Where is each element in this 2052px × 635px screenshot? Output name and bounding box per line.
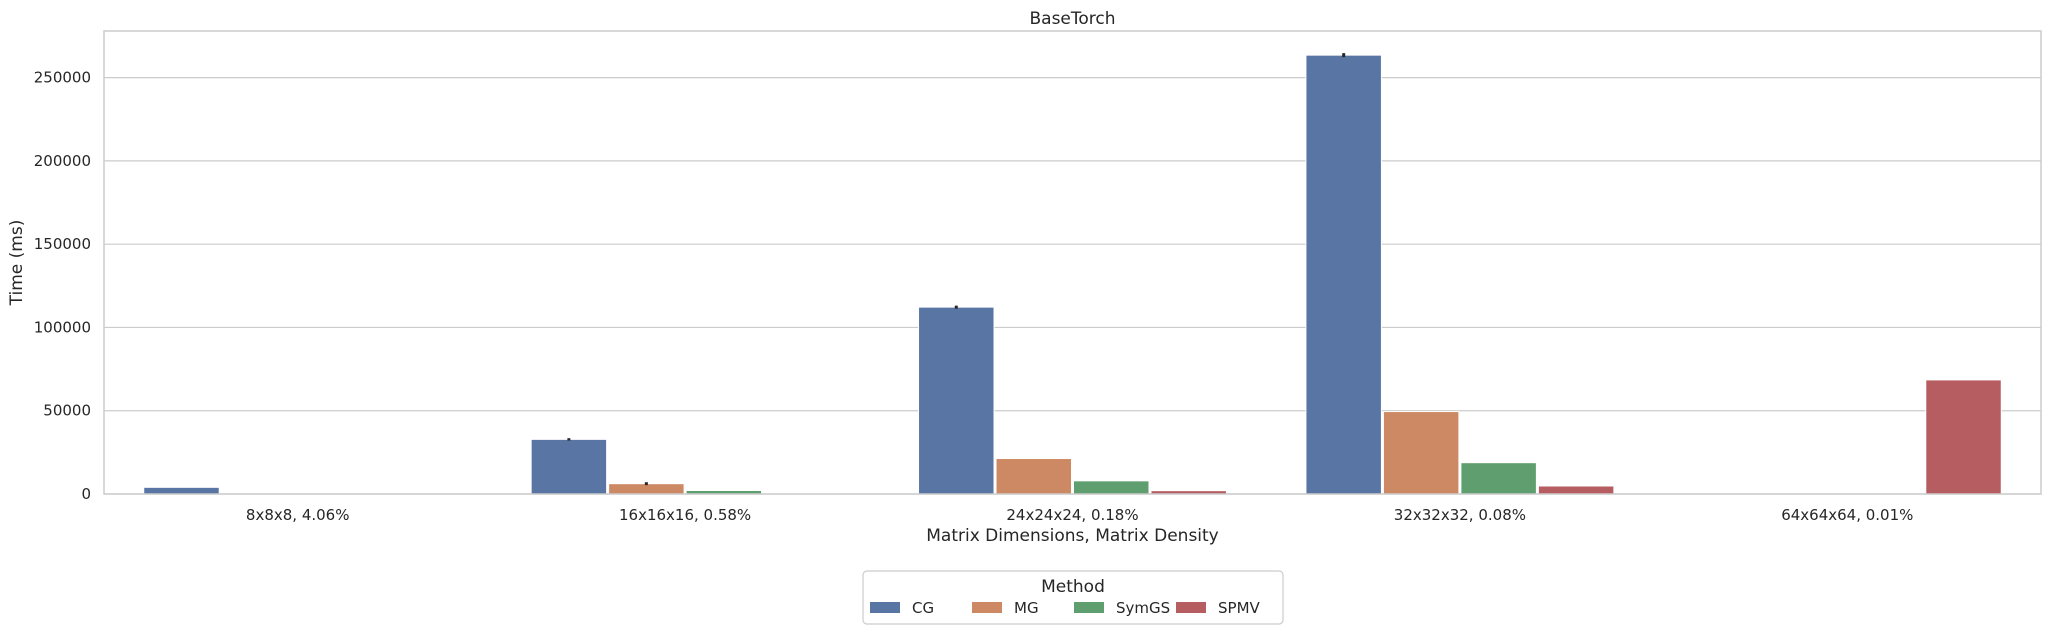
y-tick-label: 250000: [34, 69, 91, 87]
bars: [143, 54, 2002, 495]
legend-label-cg: CG: [912, 599, 934, 617]
bar-mg-1: [608, 483, 685, 495]
y-tick-labels: 0 50000 100000 150000 200000 250000: [34, 69, 91, 503]
legend: Method CG MG SymGS SPMV: [862, 570, 1284, 625]
bar-mg-2: [995, 458, 1073, 495]
legend-swatch-cg: [870, 602, 900, 613]
bar-mg-3: [1382, 411, 1460, 495]
legend-label-spmv: SPMV: [1218, 599, 1261, 617]
legend-label-mg: MG: [1014, 599, 1039, 617]
plot-frame: [103, 30, 2042, 495]
y-tick-label: 50000: [43, 402, 91, 420]
error-bars: [567, 53, 1346, 486]
legend-swatch-symgs: [1074, 602, 1104, 613]
y-tick-label: 200000: [34, 152, 91, 170]
bar-cg-2: [918, 306, 995, 495]
chart-title: BaseTorch: [1029, 9, 1115, 29]
x-tick-label: 64x64x64, 0.01%: [1781, 506, 1913, 524]
bar-cg-0: [143, 486, 220, 495]
x-axis-label: Matrix Dimensions, Matrix Density: [926, 526, 1219, 546]
y-tick-label: 150000: [34, 235, 91, 253]
x-tick-label: 8x8x8, 4.06%: [246, 506, 350, 524]
grid-lines: [104, 77, 2041, 495]
x-tick-label: 32x32x32, 0.08%: [1394, 506, 1526, 524]
x-tick-labels: 8x8x8, 4.06% 16x16x16, 0.58% 24x24x24, 0.1…: [246, 506, 1913, 524]
bar-spmv-4: [1925, 379, 2002, 495]
legend-items: CG MG SymGS SPMV: [870, 599, 1261, 617]
y-axis-label: Time (ms): [7, 220, 27, 307]
x-tick-label: 24x24x24, 0.18%: [1006, 506, 1138, 524]
bar-cg-1: [530, 438, 608, 495]
bar-spmv-3: [1537, 485, 1615, 495]
legend-label-symgs: SymGS: [1116, 599, 1170, 617]
x-tick-label: 16x16x16, 0.58%: [619, 506, 751, 524]
bar-cg-3: [1305, 54, 1382, 495]
legend-title: Method: [1041, 577, 1105, 597]
legend-swatch-mg: [972, 602, 1002, 613]
y-tick-label: 0: [81, 485, 91, 503]
y-tick-label: 100000: [34, 318, 91, 336]
bar-symgs-2: [1073, 480, 1150, 495]
bar-symgs-3: [1460, 462, 1537, 495]
legend-swatch-spmv: [1176, 602, 1206, 613]
